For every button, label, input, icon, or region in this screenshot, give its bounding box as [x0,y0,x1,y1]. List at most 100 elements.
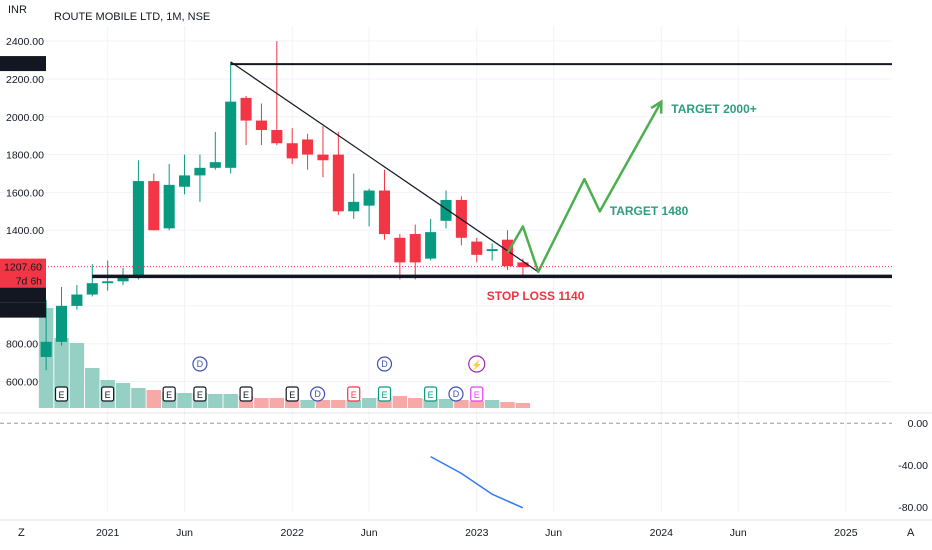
earnings-marker-label: E [289,390,295,400]
price-label-text: 2278.70 [4,59,42,71]
drawings[interactable] [0,61,892,279]
earnings-marker-box [162,386,176,402]
dividend-marker-circle [376,356,393,372]
earnings-marker-box [193,386,207,402]
earnings-event-icon: E [347,386,361,402]
candle-body [286,143,298,159]
projection-arrowhead [650,99,663,114]
split-marker-circle [468,355,486,373]
volume-bar [115,383,131,408]
volume-bar [254,398,269,408]
candle-body [425,232,437,259]
earnings-marker-label: E [105,390,111,400]
volume-bar [484,400,500,408]
earnings-marker-label: E [243,390,249,400]
earnings-marker-box [54,386,69,402]
earnings-event-icon: E [285,386,299,402]
earnings-event-icon: E [377,386,392,402]
volume-bar [177,393,192,408]
x-tick-label: Jun [730,527,747,539]
price-label-text: 1039.40 [4,306,42,318]
price-axis-label: 2278.70 [0,56,46,72]
candle-body [209,162,221,168]
y-tick-label: 600.00 [6,377,38,389]
earnings-marker-box [377,386,392,402]
annotation-label: TARGET 2000+ [671,102,756,116]
candle-body [332,154,344,212]
event-markers[interactable]: E E E E D E E D E E D E D E ⚡ [54,355,486,402]
earnings-marker-label: E [381,390,387,400]
candle-body [71,294,83,306]
candle-body [486,249,498,252]
price-axis-label: 1207.60 [0,258,46,274]
dividend-marker-label: D [314,389,321,399]
dividend-event-icon: D [192,356,208,372]
candle-body [317,154,329,161]
y-tick-label: 2000.00 [6,112,44,124]
earnings-marker-label: E [197,390,203,400]
candle-body [148,181,160,231]
price-label-bg [0,287,46,303]
price-label-bg [0,56,46,72]
price-label-text: 1207.60 [4,262,42,274]
volume-bar [331,400,346,408]
volume-bar [208,394,223,408]
dividend-marker-label: D [381,359,388,369]
volume-bar [315,400,331,408]
x-tick-label: Jun [361,527,378,539]
volume-bar [454,400,469,408]
y-tick-label: 2200.00 [6,74,44,86]
candle-body [132,181,144,278]
x-tick-label: Jun [545,527,562,539]
candle-body [240,97,252,121]
timezone-z-icon[interactable]: Z [18,527,25,539]
earnings-marker-box [470,386,484,402]
price-label-bg [0,302,46,318]
earnings-marker-label: E [166,390,172,400]
candle-body [409,234,421,263]
price-axis-label: 1152.05 [0,287,46,303]
earnings-marker-label: E [351,390,357,400]
volume-bar [408,398,423,408]
volume-bar [223,394,238,408]
volume-bar [346,400,361,408]
y-tick-label: 1600.00 [6,187,44,199]
candle-body [363,190,375,206]
indicator-series-line [430,455,524,509]
candle-body [471,241,483,255]
volume-bar [500,402,515,408]
price-axis-label: 7d 6h [0,272,46,288]
earnings-event-icon: E [101,386,115,402]
earnings-marker-label: E [474,390,480,400]
annotation-label: TARGET 1480 [610,204,689,218]
candle-body [194,167,206,176]
annotation-label: STOP LOSS 1140 [487,289,585,303]
dividend-event-icon: D [448,386,464,402]
candle-body [117,277,129,282]
earnings-marker-label: E [428,390,434,400]
candle-body [302,139,314,155]
volume-bar [85,368,100,408]
currency-label: INR [8,4,27,16]
volume-bar [361,398,377,408]
dividend-marker-label: D [197,359,204,369]
dividend-marker-circle [192,356,208,372]
auto-scale-a-icon[interactable]: A [907,527,915,539]
earnings-event-icon: E [193,386,207,402]
indicator-y-tick-label: 0.00 [908,418,929,430]
projection-path [506,101,663,274]
volume-bar [146,390,162,408]
candle-body [55,305,68,342]
dividend-event-icon: D [309,386,326,402]
volume-bar [69,343,85,408]
candle-body [517,262,529,268]
earnings-marker-box [239,386,253,402]
volume-bar [269,398,285,408]
chart-title: ROUTE MOBILE LTD, 1M, NSE [54,11,210,23]
volume-bar [423,399,438,408]
candle-body [40,341,52,357]
dividend-event-icon: D [376,356,393,372]
price-label-bg [0,258,46,274]
candle-body [348,201,360,212]
